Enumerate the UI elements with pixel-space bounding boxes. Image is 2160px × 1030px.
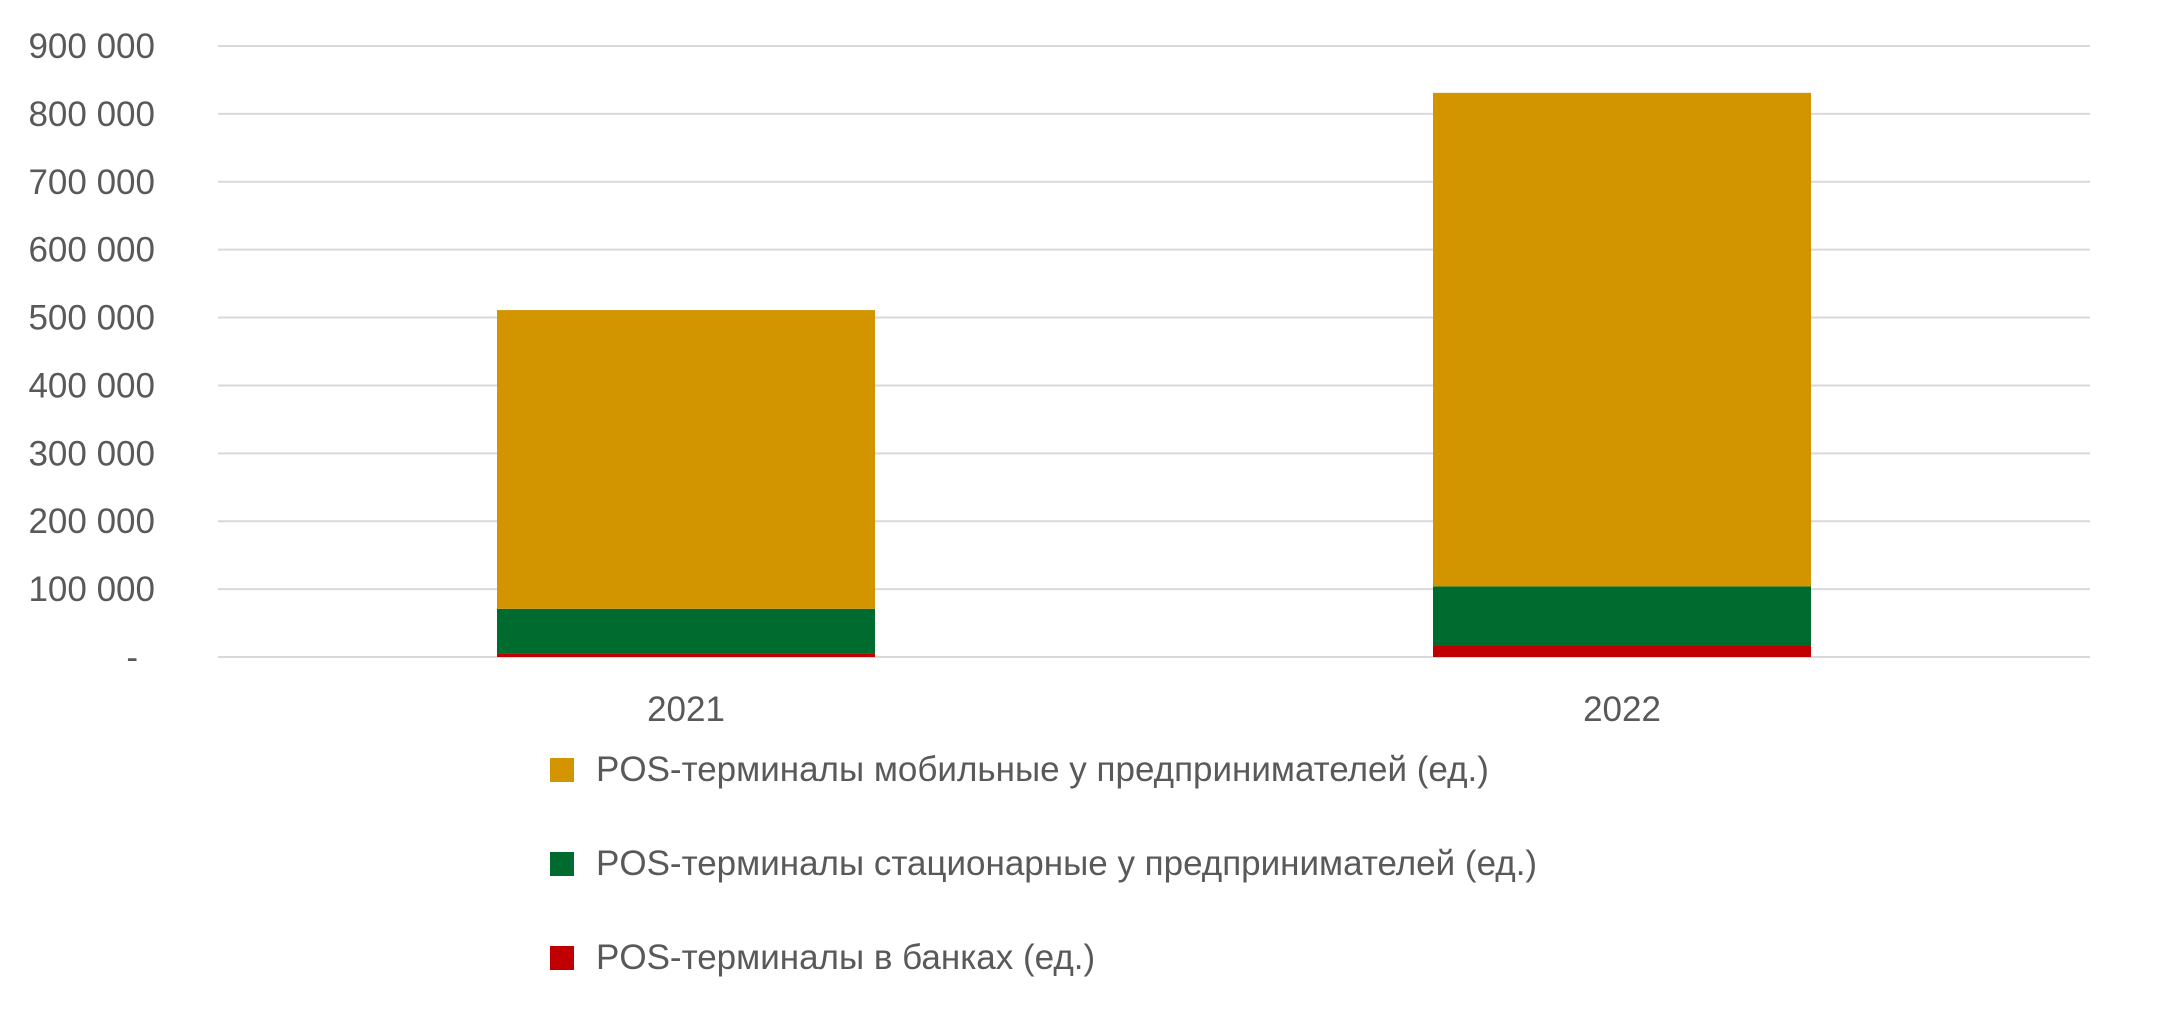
y-tick-label: 500 000 — [28, 299, 155, 338]
legend: POS-терминалы мобильные у предпринимател… — [550, 748, 1950, 1030]
y-tick-label: 100 000 — [28, 570, 155, 609]
bar-segment-2022-series-1 — [1433, 586, 1811, 646]
y-tick-label: - — [126, 638, 138, 677]
x-tick-label: 2021 — [647, 690, 725, 729]
y-tick-label: 600 000 — [28, 231, 155, 270]
bar-segment-2021-series-0 — [497, 653, 875, 657]
y-tick-label: 800 000 — [28, 95, 155, 134]
legend-label: POS-терминалы мобильные у предпринимател… — [596, 750, 1489, 789]
legend-item: POS-терминалы в банках (ед.) — [550, 936, 1950, 980]
y-tick-label: 900 000 — [28, 27, 155, 66]
x-tick-label: 2022 — [1583, 690, 1661, 729]
legend-swatch — [550, 852, 574, 876]
bar-segment-2021-series-2 — [497, 310, 875, 609]
bar-segment-2021-series-1 — [497, 608, 875, 654]
y-tick-label: 400 000 — [28, 366, 155, 405]
legend-swatch — [550, 946, 574, 970]
legend-label: POS-терминалы в банках (ед.) — [596, 938, 1096, 977]
legend-swatch — [550, 758, 574, 782]
bars — [497, 92, 1811, 657]
bar-segment-2022-series-0 — [1433, 645, 1811, 657]
bar-segment-2022-series-2 — [1433, 92, 1811, 587]
legend-item: POS-терминалы стационарные у предпринима… — [550, 842, 1950, 886]
y-axis-tick-labels: - 100 000 200 000 300 000 400 000 500 000 600 … — [28, 27, 155, 677]
y-tick-label: 200 000 — [28, 502, 155, 541]
legend-item: POS-терминалы мобильные у предпринимател… — [550, 748, 1950, 792]
legend-label: POS-терминалы стационарные у предпринима… — [596, 844, 1538, 883]
y-tick-label: 300 000 — [28, 434, 155, 473]
stacked-bar-chart: - 100 000 200 000 300 000 400 000 500 000 600 … — [28, 27, 2090, 729]
x-axis-tick-labels: 2021 2022 — [647, 690, 1661, 729]
y-tick-label: 700 000 — [28, 163, 155, 202]
